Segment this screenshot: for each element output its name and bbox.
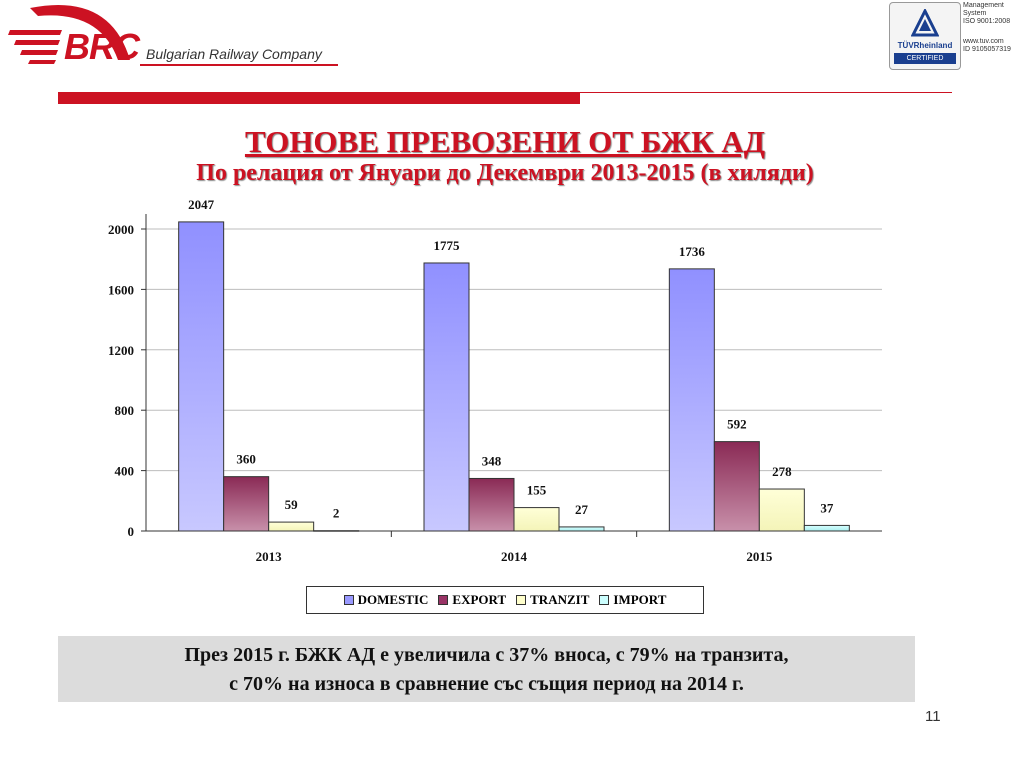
y-tick-label: 1200 <box>108 343 134 358</box>
legend-swatch-domestic <box>343 595 354 605</box>
header-red-line <box>580 92 952 93</box>
company-underline <box>140 64 338 66</box>
summary-note: През 2015 г. БЖК АД е увеличила с 37% вн… <box>58 636 915 702</box>
legend-item-tranzit: TRANZIT <box>516 592 589 608</box>
data-label: 27 <box>575 502 589 517</box>
data-label: 59 <box>285 497 299 512</box>
cert-info: Management System ISO 9001:2008 www.tuv.… <box>963 2 1011 54</box>
x-tick-label: 2013 <box>256 549 283 564</box>
y-tick-label: 1600 <box>108 282 134 297</box>
legend-item-export: EXPORT <box>438 592 506 608</box>
bar-import <box>313 530 360 532</box>
page-number: 11 <box>925 708 941 725</box>
summary-line: През 2015 г. БЖК АД е увеличила с 37% вн… <box>184 644 789 666</box>
data-label: 1736 <box>679 244 706 259</box>
legend-item-domestic: DOMESTIC <box>343 592 429 608</box>
legend-item-import: IMPORT <box>599 592 666 608</box>
bar-export <box>713 441 760 532</box>
data-label: 37 <box>820 500 834 515</box>
cert-line: System <box>963 10 987 17</box>
bar-domestic <box>178 221 225 532</box>
logo-swoosh-icon <box>8 4 130 64</box>
bar-tranzit <box>758 488 805 532</box>
bar-import <box>803 524 850 532</box>
brc-logo <box>0 0 345 90</box>
tuv-certificate-badge: TÜVRheinland CERTIFIED <box>889 2 961 70</box>
legend-swatch-import <box>599 595 610 605</box>
legend-label: EXPORT <box>452 592 507 607</box>
page-title: ТОНОВЕ ПРЕВОЗЕНИ ОТ БЖК АД <box>244 124 766 159</box>
bar-domestic <box>668 268 715 532</box>
y-tick-label: 800 <box>115 403 135 418</box>
page-subtitle: По релация от Януари до Декември 2013-20… <box>196 160 814 186</box>
bar-chart: 0400800120016002000201320473605922014177… <box>108 197 882 564</box>
bar-export <box>223 476 270 532</box>
company-name: Bulgarian Railway Company <box>146 46 322 62</box>
legend-label: TRANZIT <box>530 592 590 607</box>
y-tick-label: 400 <box>115 464 135 479</box>
data-label: 2047 <box>188 197 215 212</box>
bar-tranzit <box>513 507 560 532</box>
legend-swatch-tranzit <box>516 595 527 605</box>
bar-export <box>468 477 515 532</box>
x-tick-label: 2014 <box>501 549 528 564</box>
cert-line: www.tuv.com <box>963 38 1004 45</box>
data-label: 1775 <box>434 238 461 253</box>
data-label: 348 <box>482 453 502 468</box>
bar-domestic <box>423 262 470 532</box>
legend-label: DOMESTIC <box>357 592 429 607</box>
y-tick-label: 2000 <box>108 222 134 237</box>
data-label: 2 <box>333 506 340 521</box>
cert-label: CERTIFIED <box>894 53 956 64</box>
data-label: 360 <box>236 452 256 467</box>
data-label: 155 <box>527 483 547 498</box>
chart-legend: DOMESTIC EXPORT TRANZIT IMPORT <box>306 586 704 614</box>
header-red-bar <box>58 92 580 104</box>
tuv-triangle-icon <box>911 9 939 37</box>
brand-name: BRC <box>64 26 140 67</box>
legend-swatch-export <box>438 595 449 605</box>
x-tick-label: 2015 <box>746 549 773 564</box>
cert-line: ID 9105057319 <box>963 46 1011 53</box>
cert-line: ISO 9001:2008 <box>963 18 1011 25</box>
y-tick-label: 0 <box>128 524 135 539</box>
cert-line: Management <box>963 2 1004 9</box>
legend-label: IMPORT <box>613 592 667 607</box>
data-label: 592 <box>727 417 747 432</box>
cert-name: TÜVRheinland <box>897 41 953 50</box>
bar-import <box>558 526 605 532</box>
bar-tranzit <box>268 521 315 532</box>
data-label: 278 <box>772 464 792 479</box>
summary-line: с 70% на износа в сравнение със същия пе… <box>229 673 744 695</box>
